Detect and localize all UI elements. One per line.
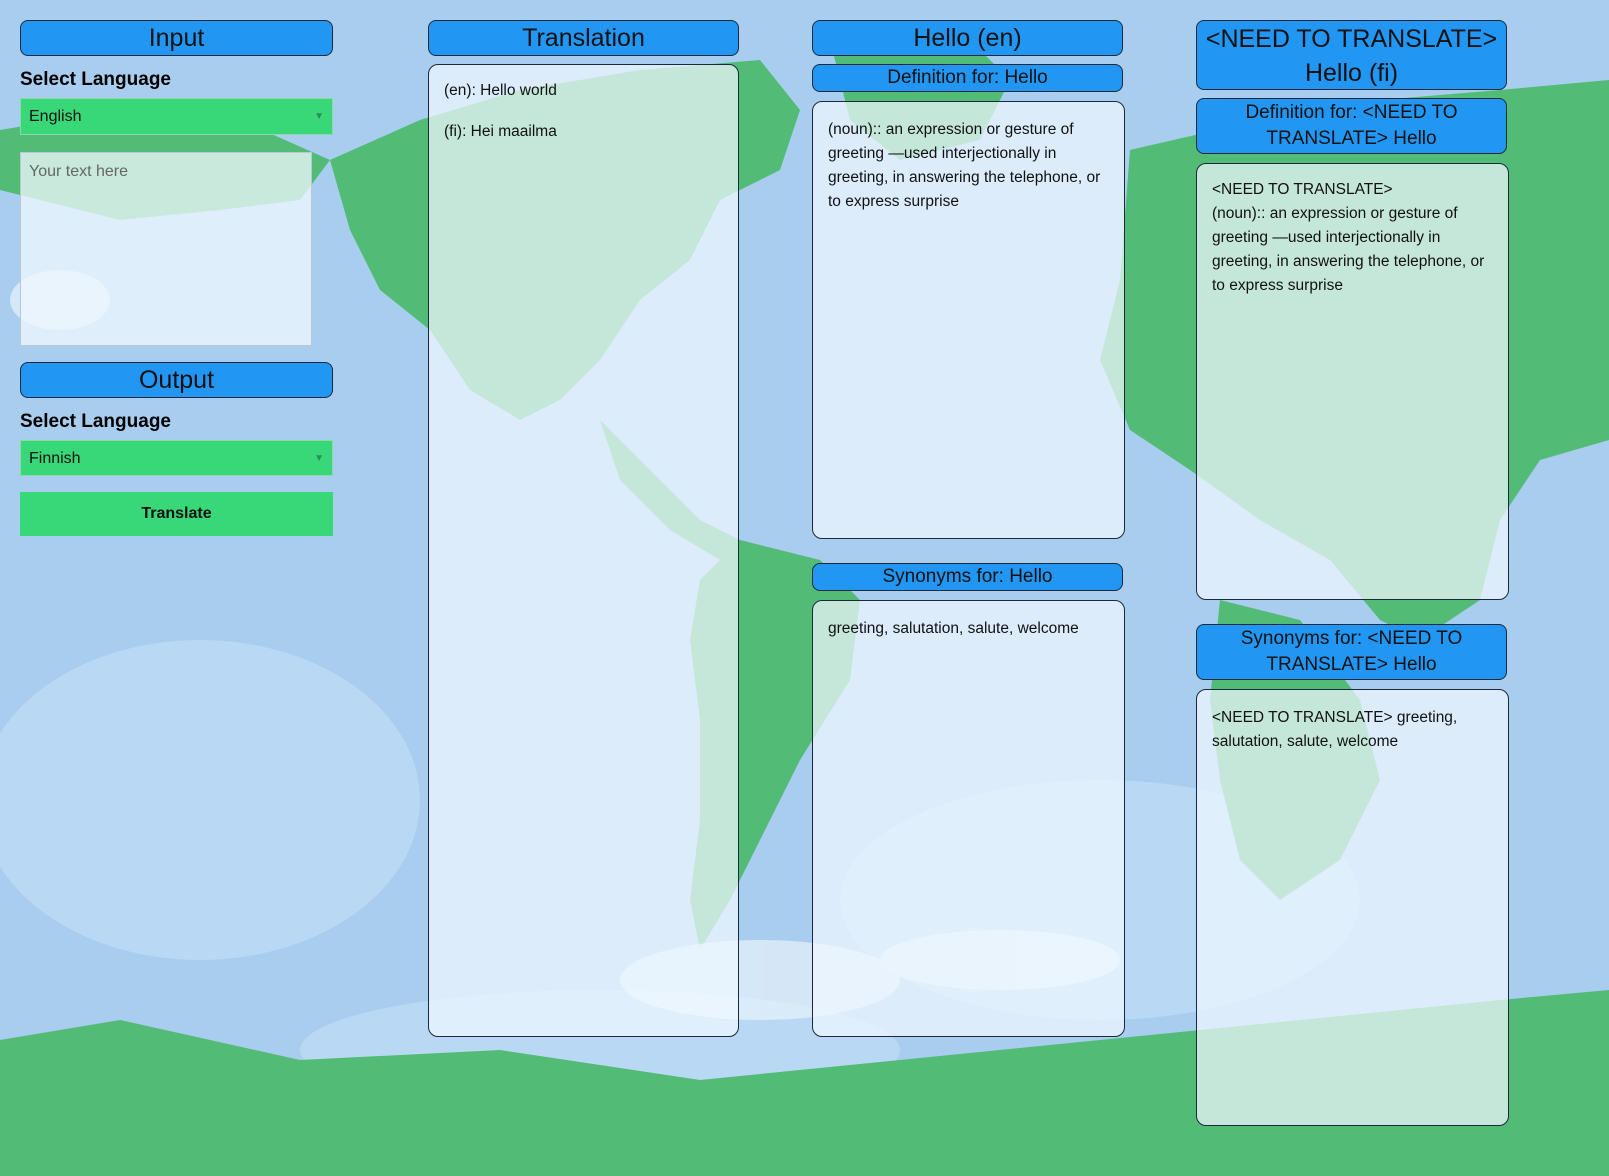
spacer (444, 103, 723, 120)
input-text-placeholder: Your text here (29, 163, 129, 180)
input-text-area[interactable]: Your text here (20, 152, 312, 346)
source-definition-panel: (noun):: an expression or gesture of gre… (812, 101, 1125, 539)
translation-panel: (en): Hello world (fi): Hei maailma (428, 64, 739, 1037)
source-synonyms-panel: greeting, salutation, salute, welcome (812, 600, 1125, 1037)
target-synonyms-header-text: Synonyms for: <NEED TO TRANSLATE> Hello (1240, 628, 1463, 675)
target-synonyms-header: Synonyms for: <NEED TO TRANSLATE> Hello (1196, 624, 1507, 680)
target-definition-line1: <NEED TO TRANSLATE> (1212, 181, 1393, 198)
target-word-header-line1: <NEED TO TRANSLATE> (1205, 25, 1498, 53)
source-synonyms-header: Synonyms for: Hello (812, 563, 1123, 591)
target-synonyms-text: <NEED TO TRANSLATE> greeting, salutation… (1212, 709, 1458, 750)
translate-button[interactable]: Translate (20, 492, 333, 536)
input-language-value: English (29, 108, 82, 125)
source-word-header: Hello (en) (812, 20, 1123, 56)
translation-line-target: (fi): Hei maailma (444, 123, 557, 140)
source-definition-header: Definition for: Hello (812, 64, 1123, 92)
output-language-select[interactable]: Finnish ▼ (20, 440, 333, 476)
output-header: Output (20, 362, 333, 398)
input-language-label: Select Language (20, 69, 171, 90)
source-definition-text: (noun):: an expression or gesture of gre… (828, 121, 1101, 210)
target-word-header: <NEED TO TRANSLATE> Hello (fi) (1196, 20, 1507, 90)
chevron-down-icon: ▼ (314, 111, 324, 122)
target-word-header-line2: Hello (fi) (1304, 59, 1399, 87)
source-synonyms-text: greeting, salutation, salute, welcome (828, 620, 1079, 637)
target-definition-panel: <NEED TO TRANSLATE> (noun):: an expressi… (1196, 163, 1509, 600)
target-definition-text: (noun):: an expression or gesture of gre… (1212, 205, 1485, 294)
output-language-value: Finnish (29, 450, 81, 467)
target-definition-header-text: Definition for: <NEED TO TRANSLATE> Hell… (1245, 102, 1458, 149)
input-language-select[interactable]: English ▼ (20, 98, 333, 135)
translation-header: Translation (428, 20, 739, 56)
target-synonyms-panel: <NEED TO TRANSLATE> greeting, salutation… (1196, 689, 1509, 1126)
target-definition-header: Definition for: <NEED TO TRANSLATE> Hell… (1196, 98, 1507, 154)
input-header: Input (20, 20, 333, 56)
chevron-down-icon: ▼ (314, 453, 324, 464)
output-language-label: Select Language (20, 411, 171, 432)
translation-line-source: (en): Hello world (444, 82, 557, 99)
